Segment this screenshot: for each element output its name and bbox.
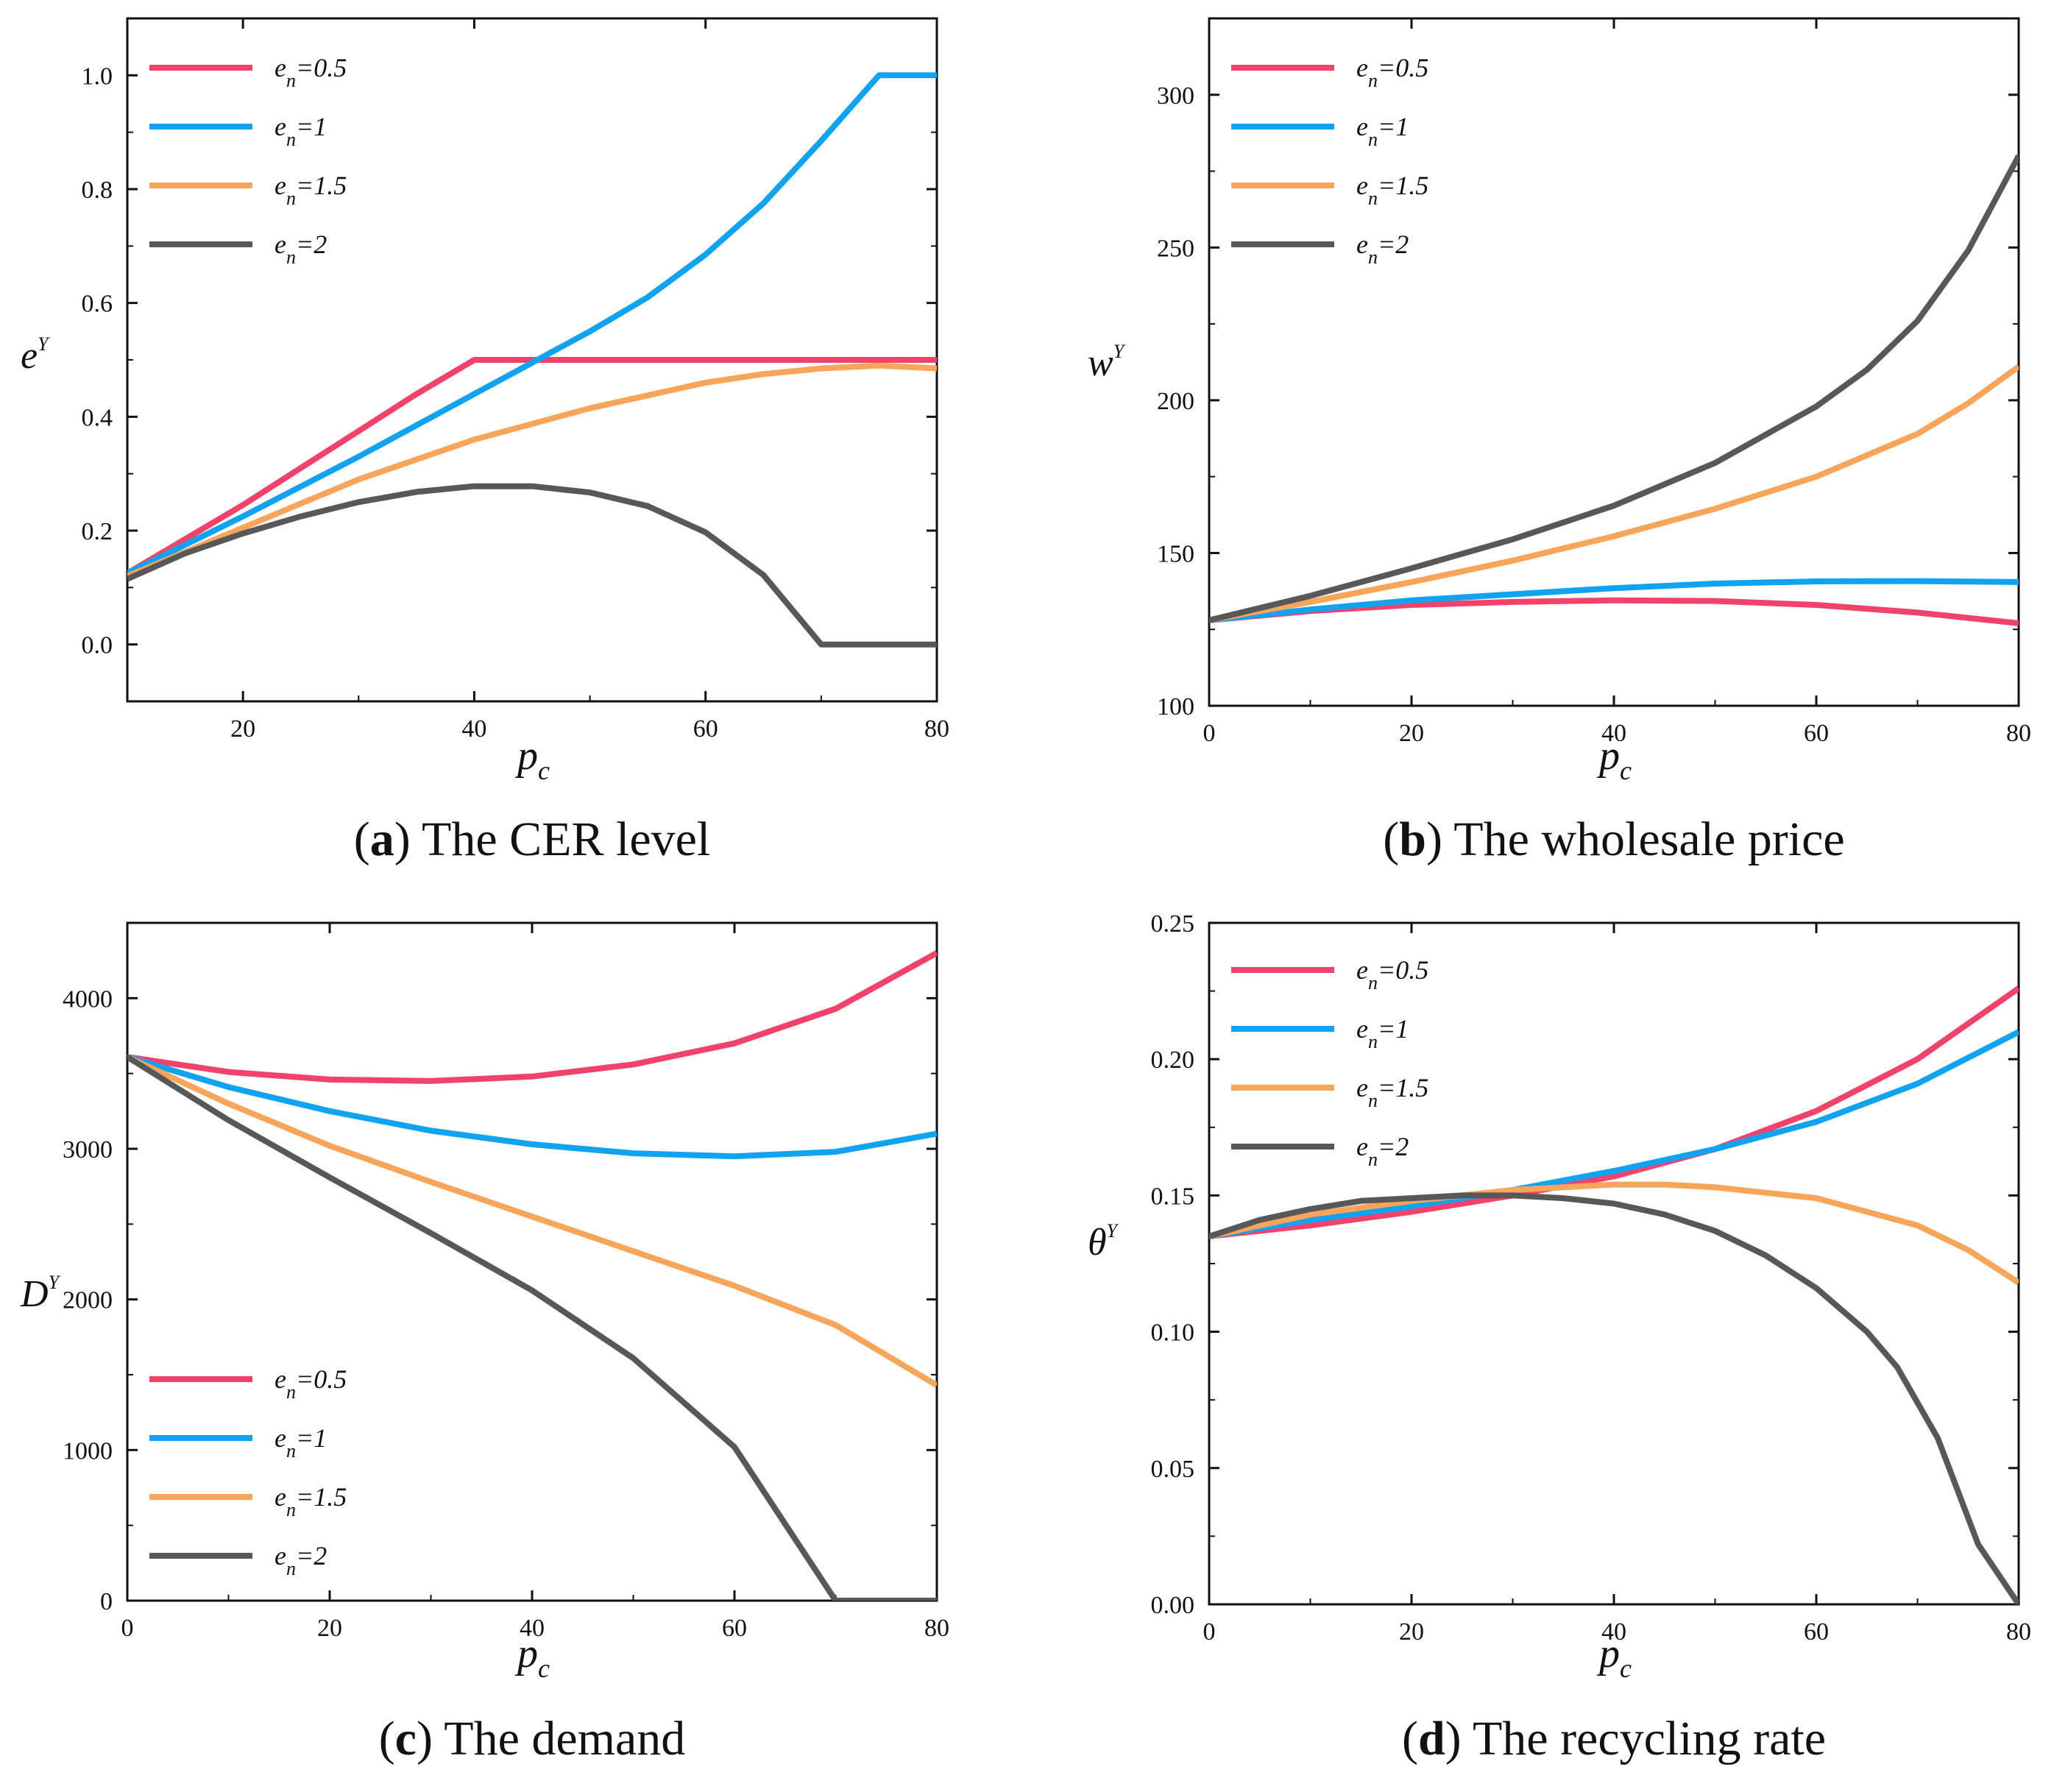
caption: (a) The CER level (354, 812, 711, 866)
x-tick-label: 20 (1399, 720, 1424, 747)
y-tick-label: 0.8 (82, 177, 113, 204)
legend-label-3: en=1.5 (275, 1482, 347, 1520)
y-axis-label: DY (20, 1272, 61, 1315)
series-line-1 (1209, 597, 2019, 626)
series-line-3 (127, 362, 937, 579)
chart-panel-b: 0 20 40 60 80 100 150 200 250 300 en=0.5 en=1 en=1.5… (1088, 17, 2031, 866)
y-tick-label: 1000 (63, 1437, 113, 1465)
legend: en=0.5 en=1 en=1.5 en=2 (149, 1364, 347, 1579)
plot-frame (1208, 921, 2020, 1606)
y-tick-label: 150 (1157, 540, 1194, 567)
legend-label-1: en=0.5 (1356, 53, 1428, 91)
x-tick-label: 20 (230, 715, 255, 743)
x-axis-label: pc (514, 1631, 550, 1683)
x-tick-label: 0 (1203, 1618, 1216, 1646)
caption: (d) The recycling rate (1402, 1712, 1826, 1766)
y-axis-label: θY (1088, 1220, 1119, 1264)
legend-label-4: en=2 (275, 1541, 327, 1579)
y-tick-label: 3000 (63, 1136, 113, 1164)
series-line-1 (1209, 985, 2019, 1239)
legend: en=0.5 en=1 en=1.5 en=2 (149, 53, 347, 268)
legend-label-2: en=1 (1356, 112, 1409, 150)
y-axis-label: wY (1088, 341, 1126, 384)
x-tick-label: 60 (1804, 1618, 1829, 1646)
x-tick-label: 60 (1804, 720, 1829, 747)
y-tick-label: 200 (1157, 388, 1194, 415)
series-line-4 (1209, 154, 2019, 623)
y-tick-label: 0 (100, 1588, 113, 1615)
legend-label-2: en=1 (1356, 1014, 1409, 1052)
x-tick-label: 0 (121, 1615, 134, 1642)
series-line-2 (127, 1054, 937, 1160)
chart-panel-a: 20 40 60 80 0.0 0.2 0.4 0.6 0.8 1.0 en=0.5 en=1 en=1… (21, 17, 949, 866)
y-tick-label: 0.00 (1151, 1592, 1195, 1619)
caption: (b) The wholesale price (1383, 812, 1844, 866)
legend-label-4: en=2 (1356, 1132, 1409, 1170)
series-line-1 (127, 950, 937, 1084)
x-tick-label: 80 (924, 1615, 949, 1642)
x-tick-label: 80 (2006, 1618, 2031, 1646)
series-line-3 (1209, 364, 2019, 623)
x-tick-label: 20 (1399, 1618, 1424, 1646)
y-tick-label: 0.6 (82, 291, 113, 318)
y-axis-label: eY (21, 333, 50, 377)
x-axis-label: pc (1596, 1631, 1632, 1683)
y-tick-label: 0.4 (82, 404, 113, 431)
x-tick-label: 0 (1203, 720, 1216, 747)
x-axis-label: pc (1596, 733, 1632, 785)
y-tick-label: 0.0 (82, 632, 113, 659)
y-tick-label: 250 (1157, 235, 1194, 262)
series-line-2 (1209, 1029, 2019, 1239)
legend-label-1: en=0.5 (1356, 955, 1428, 994)
y-tick-label: 0.2 (82, 518, 113, 545)
y-tick-label: 0.05 (1151, 1456, 1195, 1483)
series-line-3 (127, 1054, 937, 1388)
caption: (c) The demand (379, 1712, 686, 1766)
y-tick-label: 0.10 (1151, 1320, 1195, 1347)
series-line-4 (127, 1054, 937, 1601)
chart-panel-d: 0 20 40 60 800.000.050.100.150.200.25en=0.5e… (1088, 910, 2031, 1766)
legend-label-2: en=1 (275, 112, 327, 150)
x-tick-label: 60 (693, 715, 718, 743)
series-line-1 (127, 357, 937, 576)
y-tick-label: 100 (1157, 693, 1194, 720)
y-tick-label: 1.0 (82, 63, 113, 90)
legend-label-3: en=1.5 (1356, 1073, 1428, 1111)
legend: en=0.5 en=1 en=1.5 en=2 (1231, 955, 1428, 1170)
y-tick-label: 0.25 (1151, 910, 1195, 938)
x-tick-label: 20 (317, 1615, 342, 1642)
legend-label-1: en=0.5 (275, 53, 347, 91)
x-tick-label: 40 (1601, 720, 1626, 747)
chart-panel-c: 0 20 40 60 80 0 1000 2000 3000 4000 en=0.5 en=1 en=1… (20, 921, 949, 1766)
series-line-2 (1209, 578, 2019, 623)
x-tick-label: 40 (461, 715, 486, 743)
y-tick-label: 300 (1157, 82, 1194, 110)
y-tick-label: 4000 (63, 985, 113, 1013)
x-tick-label: 60 (722, 1615, 747, 1642)
series-line-2 (127, 72, 937, 576)
legend-label-3: en=1.5 (275, 171, 347, 209)
legend-label-2: en=1 (275, 1423, 327, 1462)
series-line-3 (1209, 1181, 2019, 1286)
x-axis-label: pc (514, 733, 550, 785)
y-tick-label: 2000 (63, 1287, 113, 1314)
y-tick-label: 0.15 (1151, 1183, 1195, 1210)
legend-label-3: en=1.5 (1356, 171, 1428, 209)
x-tick-label: 80 (924, 715, 949, 743)
legend-label-4: en=2 (1356, 230, 1409, 268)
y-tick-label: 0.20 (1151, 1046, 1195, 1074)
x-tick-label: 80 (2006, 720, 2031, 747)
series-line-4 (1209, 1192, 2019, 1604)
x-tick-label: 40 (520, 1615, 545, 1642)
legend-label-4: en=2 (275, 230, 327, 268)
x-tick-label: 40 (1601, 1618, 1626, 1646)
legend: en=0.5 en=1 en=1.5 en=2 (1231, 53, 1428, 268)
legend-label-1: en=0.5 (275, 1364, 347, 1403)
series-line-4 (127, 483, 937, 648)
